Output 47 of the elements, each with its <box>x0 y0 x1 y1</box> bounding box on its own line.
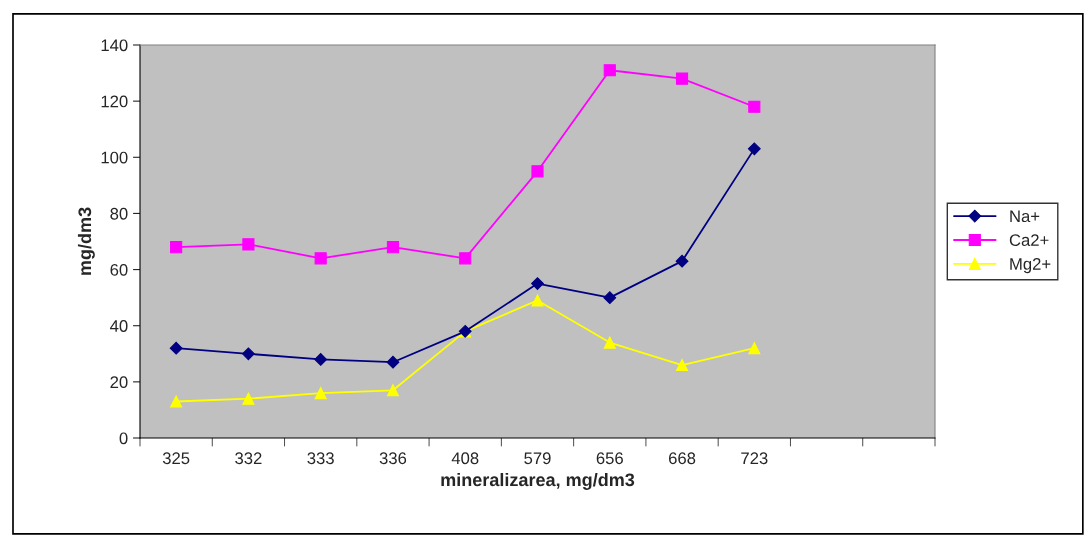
x-tick-label: 723 <box>741 452 768 465</box>
point <box>170 395 183 408</box>
point <box>314 352 328 366</box>
point <box>603 291 617 305</box>
legend-label: Ca2+ <box>1009 234 1049 246</box>
point <box>748 100 761 113</box>
point <box>531 294 544 307</box>
x-tick-label: 668 <box>668 452 696 465</box>
point <box>748 342 761 355</box>
y-tick-label: 100 <box>101 151 128 164</box>
y-tick-label: 140 <box>101 39 128 52</box>
y-axis-title: mg/dm3 <box>77 207 95 275</box>
point <box>675 254 689 268</box>
point <box>242 238 255 251</box>
legend-label: Mg2+ <box>1010 258 1051 274</box>
y-tick-label: 120 <box>101 95 128 108</box>
x-tick-label: 656 <box>596 452 623 465</box>
point <box>386 355 400 369</box>
y-tick-label: 20 <box>110 376 128 389</box>
y-tick-label: 0 <box>119 432 128 445</box>
point <box>603 336 616 349</box>
point <box>242 392 255 405</box>
x-tick-label: 325 <box>162 452 190 465</box>
point <box>169 341 183 355</box>
point <box>314 252 327 265</box>
x-axis-title: mineralizarea, mg/dm3 <box>441 472 635 490</box>
y-tick-label: 60 <box>110 263 128 276</box>
point <box>170 241 183 254</box>
point <box>747 142 761 156</box>
point <box>459 252 472 265</box>
x-tick-label: 333 <box>307 452 334 465</box>
x-tick-label: 336 <box>379 452 407 465</box>
point <box>603 64 616 77</box>
x-tick-label: 579 <box>524 452 551 465</box>
point <box>675 72 689 85</box>
point <box>314 387 327 400</box>
point <box>386 241 400 254</box>
legend-label: Na+ <box>1010 210 1040 223</box>
point <box>386 384 400 397</box>
point <box>242 347 255 361</box>
x-tick-label: 332 <box>235 452 262 465</box>
point <box>675 358 689 372</box>
point <box>531 277 544 291</box>
y-tick-label: 80 <box>110 207 128 220</box>
x-tick-label: 408 <box>451 452 479 465</box>
point <box>531 165 544 178</box>
y-tick-label: 40 <box>110 320 128 332</box>
